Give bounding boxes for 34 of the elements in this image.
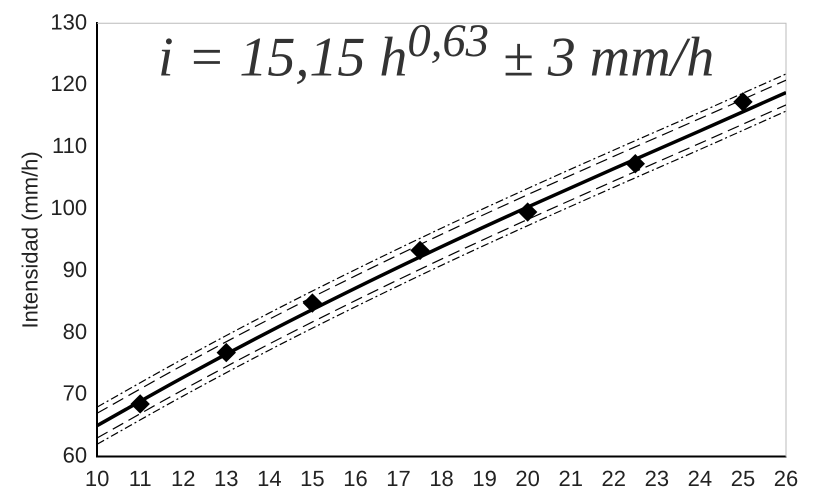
x-tick-label: 17 <box>386 466 411 491</box>
x-tick-label: 20 <box>515 466 540 491</box>
y-tick-label: 130 <box>50 9 88 34</box>
x-tick-label: 12 <box>170 466 196 491</box>
point <box>410 240 430 260</box>
x-tick-label: 24 <box>688 466 712 491</box>
point <box>216 343 236 362</box>
x-tick-label: 10 <box>84 466 110 491</box>
point <box>626 154 645 174</box>
x-tick-label: 14 <box>257 466 282 491</box>
y-tick-label: 60 <box>62 442 88 468</box>
x-tick-label: 13 <box>214 466 239 491</box>
point <box>130 394 150 414</box>
x-tick-label: 22 <box>602 466 626 491</box>
y-tick-label: 90 <box>62 256 88 282</box>
y-tick-label: 100 <box>50 195 88 220</box>
x-tick-label: 15 <box>300 466 325 491</box>
x-tick-label: 16 <box>343 466 368 491</box>
x-tick-label: 21 <box>558 466 583 491</box>
point <box>302 294 322 313</box>
x-tick-label: 23 <box>644 466 670 491</box>
x-tick-label: 18 <box>429 466 454 491</box>
x-tick-label: 25 <box>730 466 756 491</box>
y-tick-label: 110 <box>52 133 88 158</box>
x-tick-label: 26 <box>774 466 798 491</box>
y-tick-label: 120 <box>50 71 88 96</box>
annotation: i = 15,15 h$^{0,63}$ ± 3 mm/h <box>158 15 714 90</box>
x-tick-label: 11 <box>128 466 152 491</box>
y-axis-title: Intensidad (mm/h) <box>17 151 42 329</box>
y-tick-label: 70 <box>62 380 88 406</box>
x-tick-label: 19 <box>472 466 497 491</box>
point <box>518 202 538 222</box>
y-tick-label: 80 <box>62 318 88 344</box>
point <box>733 92 752 112</box>
